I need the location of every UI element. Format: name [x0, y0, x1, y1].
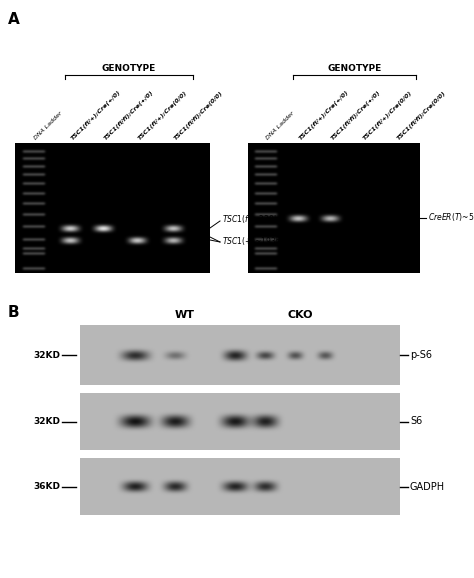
- Text: WT: WT: [175, 310, 195, 320]
- Text: TSC1(fl/fl);Cre(0/0): TSC1(fl/fl);Cre(0/0): [173, 90, 224, 141]
- Text: 32KD: 32KD: [33, 417, 60, 426]
- Text: $\it{CreER(T)}$~500bp: $\it{CreER(T)}$~500bp: [428, 212, 474, 224]
- Text: TSC1(fl/fl);Cre(+/0): TSC1(fl/fl);Cre(+/0): [103, 90, 155, 141]
- Text: TSC1(fl/+);Cre(+/0): TSC1(fl/+);Cre(+/0): [298, 90, 350, 141]
- Text: TSC1(fl/fl);Cre(0/0): TSC1(fl/fl);Cre(0/0): [396, 90, 447, 141]
- Text: $\it{TSC1(+)}$~193bp: $\it{TSC1(+)}$~193bp: [222, 235, 286, 249]
- Text: DNA Ladder: DNA Ladder: [33, 111, 63, 141]
- Text: TSC1(fl/fl);Cre(+/0): TSC1(fl/fl);Cre(+/0): [330, 90, 382, 141]
- Text: $\it{TSC1(fl)}$~230bp: $\it{TSC1(fl)}$~230bp: [222, 213, 285, 225]
- Text: TSC1(fl/+);Cre(0/0): TSC1(fl/+);Cre(0/0): [137, 90, 188, 141]
- Text: GENOTYPE: GENOTYPE: [102, 64, 156, 73]
- Text: p-S6: p-S6: [410, 350, 432, 360]
- Text: S6: S6: [410, 417, 422, 427]
- Text: B: B: [8, 305, 19, 320]
- Text: TSC1(fl/+);Cre(0/0): TSC1(fl/+);Cre(0/0): [362, 90, 413, 141]
- Text: CKO: CKO: [287, 310, 313, 320]
- Text: A: A: [8, 12, 20, 27]
- Text: 32KD: 32KD: [33, 350, 60, 360]
- Text: TSC1(fl/+);Cre(+/0): TSC1(fl/+);Cre(+/0): [70, 90, 122, 141]
- Text: GADPH: GADPH: [410, 481, 445, 491]
- Text: GENOTYPE: GENOTYPE: [328, 64, 382, 73]
- Text: DNA Ladder: DNA Ladder: [265, 111, 295, 141]
- Text: 36KD: 36KD: [33, 482, 60, 491]
